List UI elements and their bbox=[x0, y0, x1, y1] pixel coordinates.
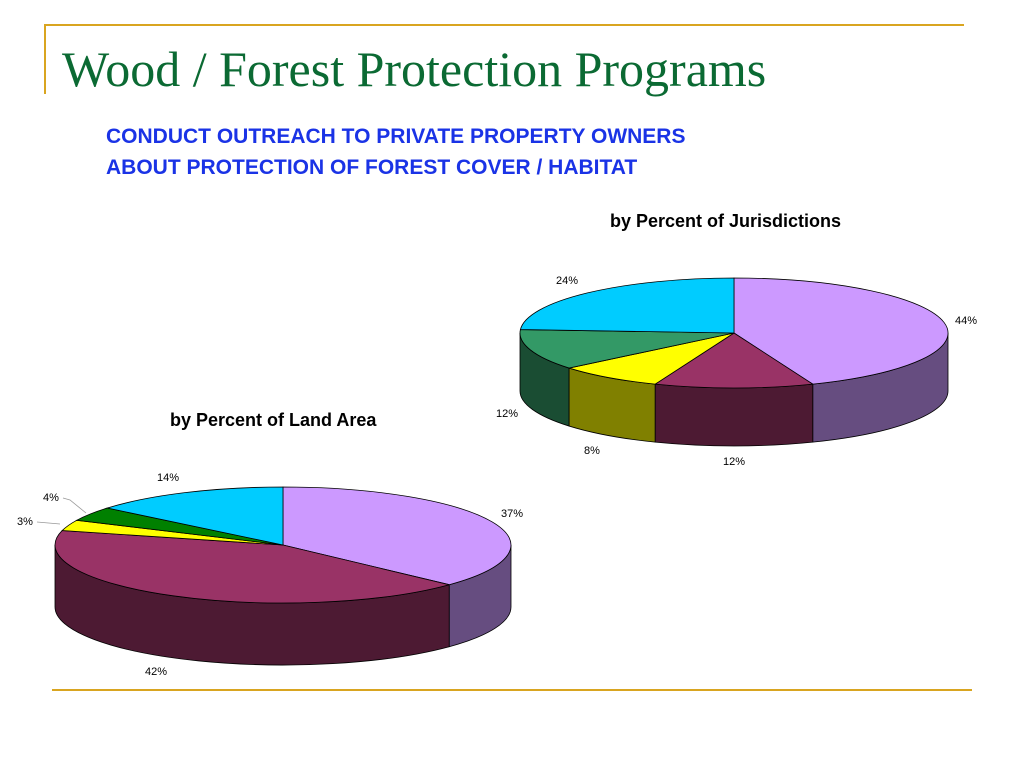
slide-subtitle: CONDUCT OUTREACH TO PRIVATE PROPERTY OWN… bbox=[106, 121, 685, 183]
jurisdictions-pie-chart: 44% 12% 8% 12% 24% bbox=[496, 275, 977, 468]
land-area-slice-0 bbox=[282, 486, 512, 586]
land-area-data-label-3: 4% bbox=[43, 492, 59, 504]
jurisdictions-data-label-2: 8% bbox=[584, 445, 600, 457]
land-area-data-label-0: 37% bbox=[501, 508, 523, 520]
left-rule bbox=[44, 24, 46, 94]
slide-title: Wood / Forest Protection Programs bbox=[62, 41, 767, 97]
jurisdictions-data-label-0: 44% bbox=[955, 315, 977, 327]
bottom-rule bbox=[52, 689, 972, 691]
land-area-pie-chart: 37% 42% 3% 4% 14% bbox=[17, 472, 523, 678]
land-area-leader-3 bbox=[62, 497, 87, 514]
jurisdictions-slice-1 bbox=[654, 332, 814, 389]
subtitle-line-2: ABOUT PROTECTION OF FOREST COVER / HABIT… bbox=[106, 156, 638, 179]
land-area-leader-2 bbox=[36, 521, 61, 525]
land-area-data-label-1: 42% bbox=[145, 666, 167, 678]
subtitle-line-1: CONDUCT OUTREACH TO PRIVATE PROPERTY OWN… bbox=[106, 125, 686, 148]
land-area-data-label-2: 3% bbox=[17, 516, 33, 528]
jurisdictions-slice-1-side bbox=[654, 383, 814, 447]
jurisdictions-data-label-3: 12% bbox=[496, 408, 518, 420]
land-area-slice-4 bbox=[105, 486, 284, 546]
jurisdictions-slice-0 bbox=[733, 277, 949, 385]
land-area-chart-title: by Percent of Land Area bbox=[170, 410, 377, 430]
jurisdictions-slice-2 bbox=[567, 332, 735, 385]
land-area-data-label-4: 14% bbox=[157, 472, 179, 484]
jurisdictions-slice-4 bbox=[519, 277, 735, 334]
top-rule bbox=[44, 24, 964, 26]
land-area-slice-1 bbox=[54, 530, 450, 604]
jurisdictions-data-label-4: 24% bbox=[556, 275, 578, 287]
jurisdictions-data-label-1: 12% bbox=[723, 456, 745, 468]
jurisdictions-slice-3 bbox=[519, 329, 735, 369]
jurisdictions-chart-title: by Percent of Jurisdictions bbox=[610, 211, 842, 231]
